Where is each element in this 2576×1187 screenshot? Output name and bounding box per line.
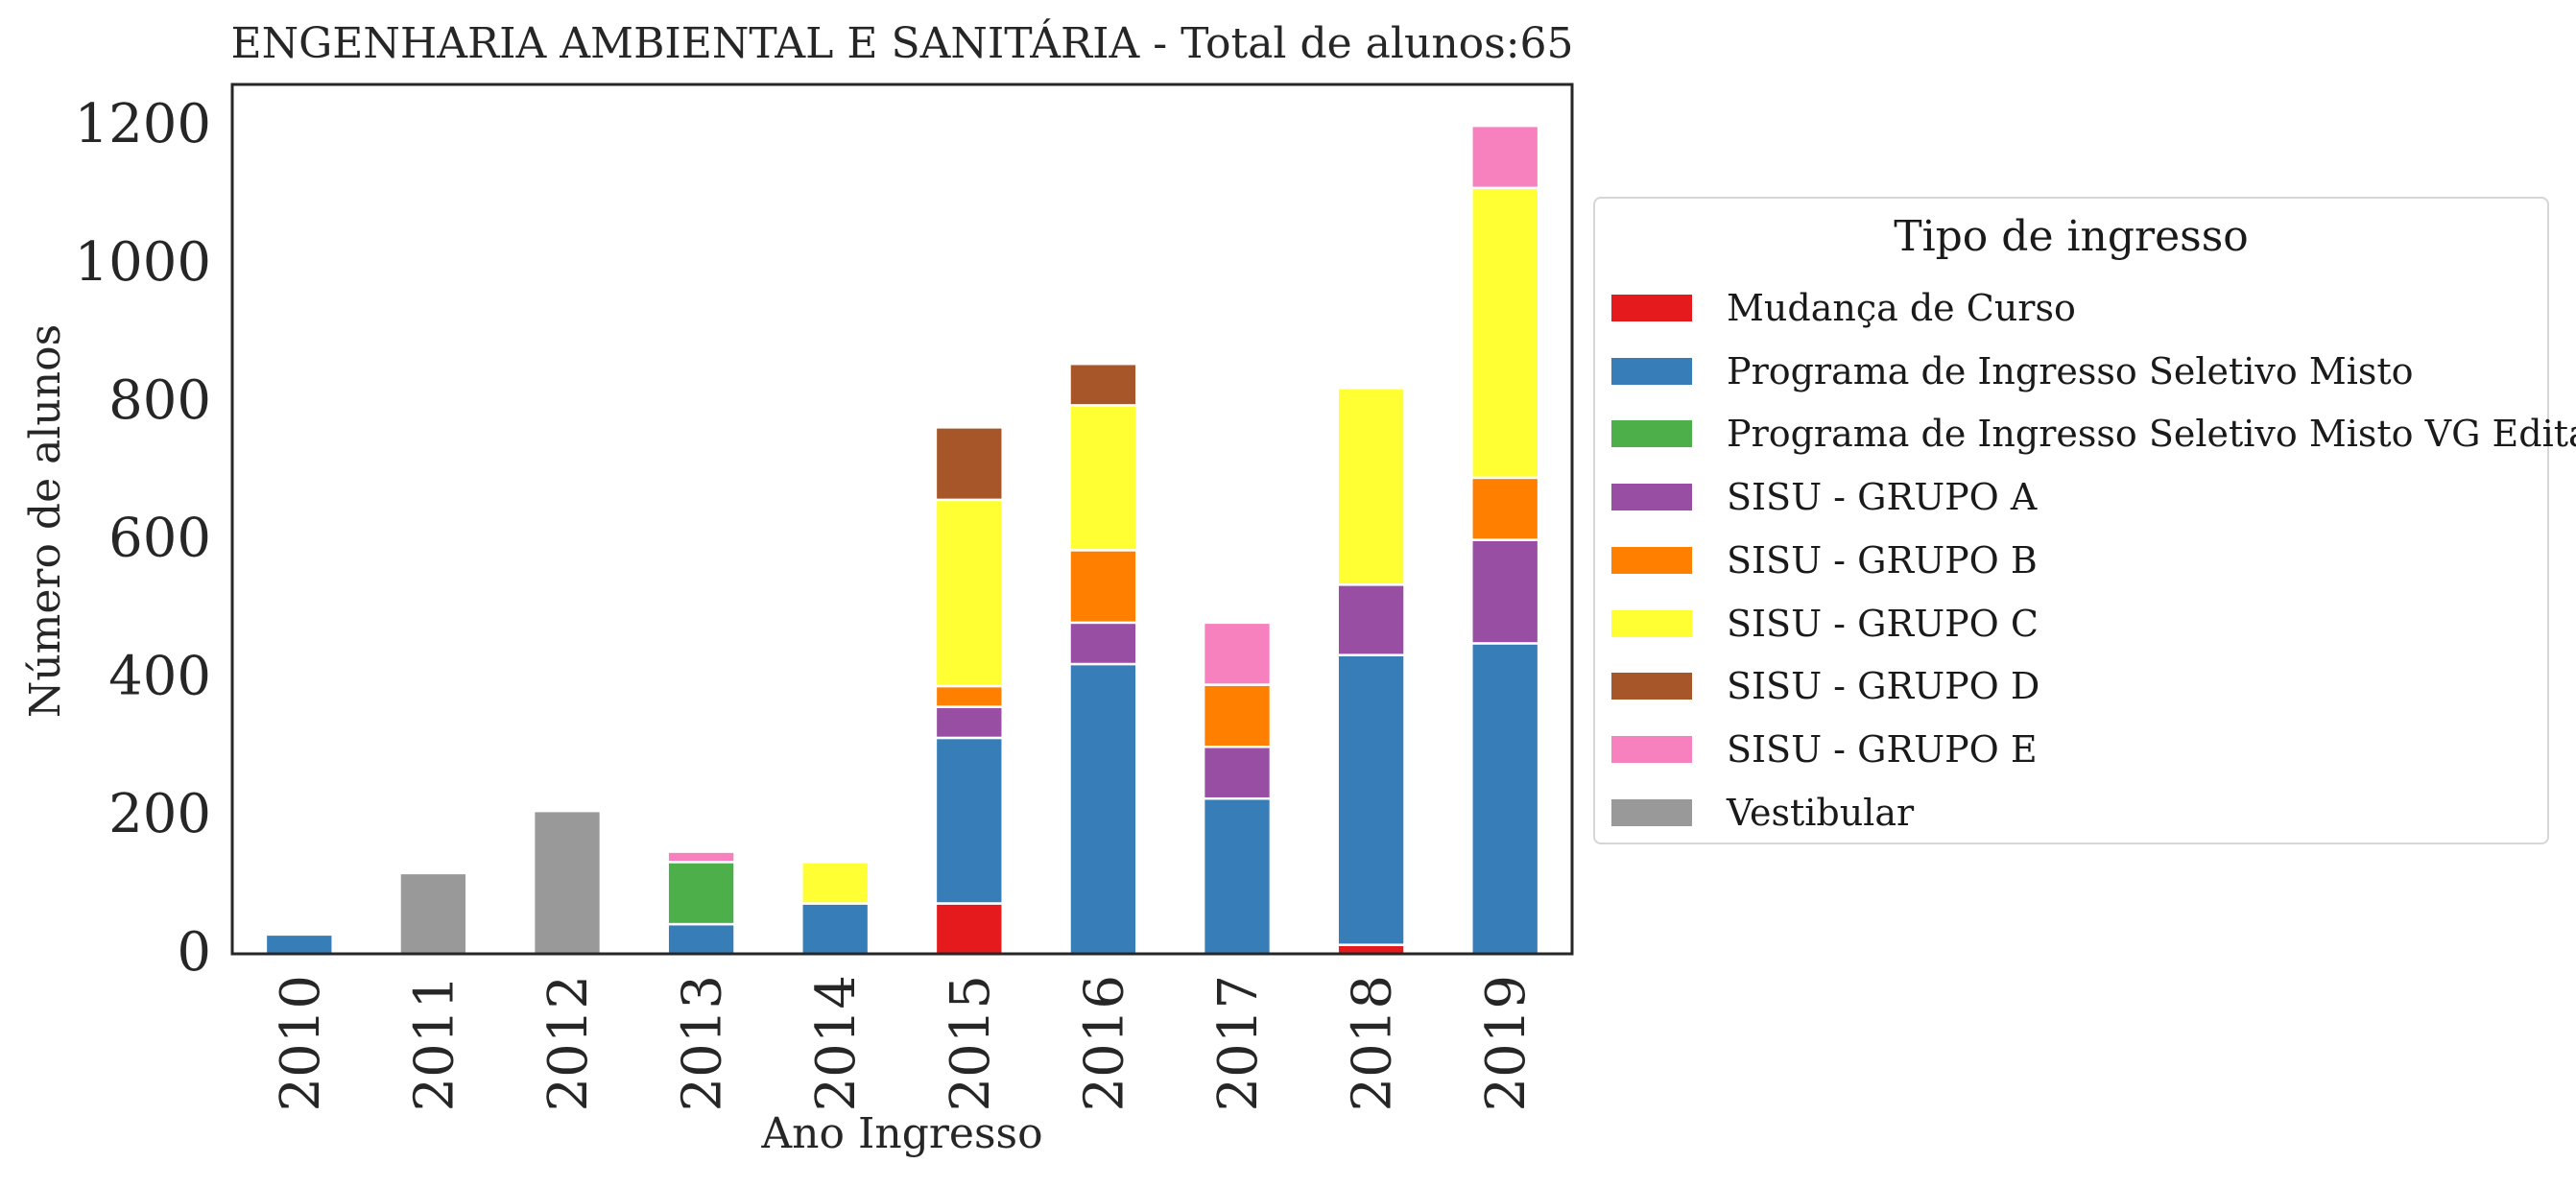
x-tick-label: 2013 <box>672 975 734 1112</box>
y-axis-label: Número de alunos <box>21 324 70 718</box>
legend-swatch <box>1611 484 1692 511</box>
legend-swatch <box>1611 295 1692 321</box>
legend-label: SISU - GRUPO E <box>1727 727 2038 771</box>
legend-item: SISU - GRUPO C <box>1611 602 2039 645</box>
y-tick-label: 800 <box>108 369 211 432</box>
x-tick-label: 2016 <box>1073 975 1135 1112</box>
y-tick-label: 200 <box>108 783 211 845</box>
legend-item: Vestibular <box>1611 791 1915 834</box>
x-tick-label: 2015 <box>940 975 1002 1112</box>
bar-2019-series-5 <box>1470 186 1540 480</box>
bar-2017-series-4 <box>1202 683 1273 748</box>
x-axis-label: Ano Ingresso <box>760 1109 1042 1158</box>
bar-2015-series-6 <box>934 426 1004 502</box>
bar-2019-series-7 <box>1470 124 1540 190</box>
legend-swatch <box>1611 546 1692 574</box>
y-tick-label: 1000 <box>74 231 211 294</box>
bars-layer <box>264 124 1540 956</box>
bar-2016-series-6 <box>1068 362 1138 407</box>
legend-item: SISU - GRUPO A <box>1611 476 2038 519</box>
bar-2015-series-3 <box>934 705 1004 740</box>
x-tick-label: 2014 <box>805 975 868 1112</box>
legend-label: Programa de Ingresso Seletivo Misto <box>1727 349 2414 392</box>
bar-2019-series-1 <box>1470 642 1540 956</box>
bar-2016-series-3 <box>1068 621 1138 666</box>
y-tick-label: 600 <box>108 508 211 570</box>
bar-2017-series-7 <box>1202 621 1273 686</box>
legend-swatch <box>1611 420 1692 448</box>
legend-swatch <box>1611 798 1692 826</box>
bar-2012-series-8 <box>532 809 603 956</box>
bar-2013-series-1 <box>666 922 736 956</box>
bar-2018-series-3 <box>1336 583 1406 656</box>
bar-2017-series-1 <box>1202 796 1273 956</box>
bar-2015-series-1 <box>934 736 1004 905</box>
legend-label: SISU - GRUPO A <box>1727 476 2038 519</box>
bar-2018-series-5 <box>1336 387 1406 586</box>
legend-item: SISU - GRUPO E <box>1611 727 2038 771</box>
legend-label: SISU - GRUPO C <box>1727 602 2039 645</box>
legend-swatch <box>1611 673 1692 700</box>
bar-2014-series-1 <box>800 902 871 956</box>
legend: Tipo de ingresso Mudança de Curso Program… <box>1593 197 2576 844</box>
y-tick-label: 400 <box>108 645 211 707</box>
axes-layer: 0 200 400 600 800 1000 1200 2010 2011 2012 2013 201… <box>74 83 1574 1112</box>
x-tick-label: 2012 <box>537 975 600 1112</box>
legend-swatch <box>1611 735 1692 763</box>
x-tick-label: 2011 <box>403 975 465 1112</box>
bar-2015-series-5 <box>934 498 1004 688</box>
x-tick-label: 2017 <box>1207 975 1270 1112</box>
bar-2011-series-8 <box>398 871 468 956</box>
bar-2013-series-2 <box>666 861 736 926</box>
legend-label: Mudança de Curso <box>1727 287 2076 329</box>
bar-2019-series-3 <box>1470 538 1540 645</box>
bar-2016-series-1 <box>1068 662 1138 956</box>
legend-swatch <box>1611 609 1692 637</box>
bar-2010-series-1 <box>264 933 334 956</box>
legend-item: Mudança de Curso <box>1611 287 2076 329</box>
legend-label: Vestibular <box>1727 791 1915 834</box>
x-tick-label: 2019 <box>1475 975 1538 1112</box>
bar-2014-series-5 <box>800 861 871 905</box>
chart-title: ENGENHARIA AMBIENTAL E SANITÁRIA - Total… <box>230 17 1573 68</box>
legend-label: Programa de Ingresso Seletivo Misto VG E… <box>1727 413 2576 456</box>
legend-item: Programa de Ingresso Seletivo Misto <box>1611 349 2414 392</box>
x-tick-label: 2018 <box>1342 975 1404 1112</box>
legend-label: SISU - GRUPO D <box>1727 665 2040 708</box>
legend-item: SISU - GRUPO D <box>1611 665 2040 708</box>
bar-2015-series-0 <box>934 902 1004 956</box>
bar-2018-series-1 <box>1336 653 1406 946</box>
legend-item: SISU - GRUPO B <box>1611 538 2038 582</box>
bar-2015-series-4 <box>934 684 1004 708</box>
plot-frame <box>230 83 1574 956</box>
legend-swatch <box>1611 357 1692 385</box>
y-tick-label: 0 <box>177 921 211 984</box>
bar-2016-series-4 <box>1068 549 1138 625</box>
legend-label: SISU - GRUPO B <box>1727 538 2038 582</box>
legend-item: Programa de Ingresso Seletivo Misto VG E… <box>1611 413 2576 456</box>
x-tick-label: 2010 <box>270 975 332 1112</box>
bar-2013-series-7 <box>666 850 736 864</box>
legend-title: Tipo de ingresso <box>1894 212 2249 261</box>
bar-2017-series-3 <box>1202 746 1273 800</box>
y-tick-label: 1200 <box>74 93 211 155</box>
bar-2019-series-4 <box>1470 476 1540 541</box>
bar-2016-series-5 <box>1068 404 1138 552</box>
